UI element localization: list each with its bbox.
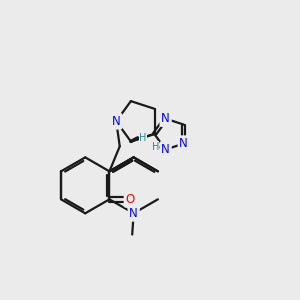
Text: N: N [161, 143, 170, 156]
Text: N: N [179, 137, 188, 150]
Text: N: N [112, 115, 121, 128]
Text: N: N [161, 112, 170, 125]
Text: O: O [125, 193, 135, 206]
Text: H: H [139, 133, 146, 143]
Text: H: H [152, 142, 159, 152]
Text: N: N [129, 207, 138, 220]
